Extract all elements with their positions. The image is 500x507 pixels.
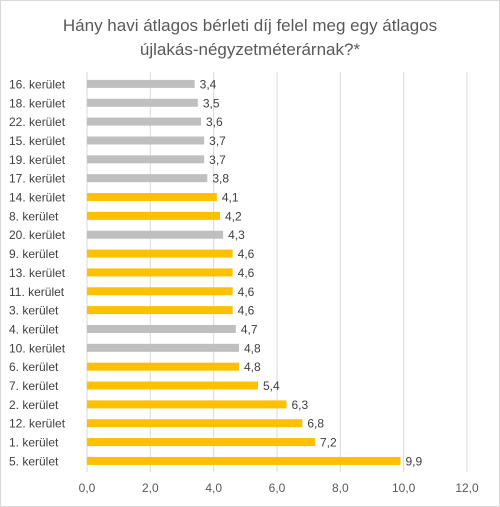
value-label: 3,5	[203, 96, 220, 110]
x-tick-labels: 0,0 2,0 4,0 6,0 8,0 10,0 12,0	[79, 481, 479, 495]
x-tick-label: 6,0	[269, 481, 286, 495]
chart-title-line-2: újlakás-négyzetméterárnak?*	[139, 40, 361, 59]
value-label: 4,2	[225, 209, 242, 223]
category-label: 8. kerület	[9, 209, 59, 223]
x-tick-label: 0,0	[79, 481, 96, 495]
value-label: 5,4	[263, 379, 280, 393]
value-label: 4,8	[244, 341, 261, 355]
chart-title: Hány havi átlagos bérleti díj felel meg …	[0, 14, 500, 62]
x-tick-label: 4,0	[205, 481, 222, 495]
bar	[87, 174, 208, 183]
category-label: 9. kerület	[9, 247, 59, 261]
value-label: 4,1	[222, 191, 239, 205]
bar	[87, 381, 258, 390]
category-label: 15. kerület	[9, 134, 66, 148]
x-tick-label: 8,0	[332, 481, 349, 495]
bar	[87, 268, 233, 277]
category-label: 19. kerület	[9, 153, 66, 167]
value-label: 9,9	[406, 454, 423, 468]
value-label: 3,7	[209, 134, 226, 148]
category-label: 6. kerület	[9, 360, 59, 374]
category-label: 3. kerület	[9, 304, 59, 318]
bar	[87, 98, 198, 107]
bar	[87, 230, 224, 239]
bar	[87, 324, 236, 333]
bar	[87, 249, 233, 258]
value-label: 3,8	[212, 172, 229, 186]
value-label: 6,3	[292, 398, 309, 412]
category-label: 1. kerület	[9, 436, 59, 450]
value-label: 3,6	[206, 115, 223, 129]
x-tick-label: 2,0	[142, 481, 159, 495]
chart-title-line-1: Hány havi átlagos bérleti díj felel meg …	[62, 16, 438, 35]
value-label: 4,6	[238, 285, 255, 299]
x-tick-label: 12,0	[455, 481, 479, 495]
category-label: 4. kerület	[9, 322, 59, 336]
value-label: 4,3	[228, 228, 245, 242]
category-label: 20. kerület	[9, 228, 66, 242]
value-label: 4,6	[238, 266, 255, 280]
value-label: 3,7	[209, 153, 226, 167]
bar	[87, 211, 220, 220]
category-label: 13. kerület	[9, 266, 66, 280]
value-label: 3,4	[200, 77, 217, 91]
bar	[87, 362, 239, 371]
value-label: 4,6	[238, 304, 255, 318]
bar	[87, 400, 287, 409]
bar	[87, 306, 233, 315]
bar	[87, 79, 195, 88]
category-label: 10. kerület	[9, 341, 66, 355]
category-label: 22. kerület	[9, 115, 66, 129]
bar	[87, 155, 205, 164]
category-label: 14. kerület	[9, 191, 66, 205]
category-label: 11. kerület	[9, 285, 65, 299]
bars	[87, 79, 401, 465]
bar	[87, 193, 217, 202]
category-label: 18. kerület	[9, 96, 66, 110]
value-label: 6,8	[307, 417, 324, 431]
value-label: 4,7	[241, 322, 258, 336]
bar	[87, 456, 401, 465]
value-labels: 3,4 3,5 3,6 3,7 3,7 3,8 4,1 4,2 4,3 4,6 4,6 4,6 4,6 4…	[200, 77, 423, 468]
bar	[87, 117, 201, 126]
bar	[87, 136, 205, 145]
value-label: 4,6	[238, 247, 255, 261]
category-label: 16. kerület	[9, 77, 66, 91]
value-label: 4,8	[244, 360, 261, 374]
bar	[87, 419, 303, 428]
bar	[87, 343, 239, 352]
x-tick-label: 10,0	[392, 481, 416, 495]
bar	[87, 287, 233, 296]
bar	[87, 438, 315, 447]
category-label: 5. kerület	[9, 454, 59, 468]
category-label: 12. kerület	[9, 417, 66, 431]
category-label: 17. kerület	[9, 172, 66, 186]
value-label: 7,2	[320, 436, 337, 450]
category-label: 7. kerület	[9, 379, 59, 393]
category-labels: 16. kerület 18. kerület 22. kerület 15. ker…	[9, 77, 66, 468]
category-label: 2. kerület	[9, 398, 59, 412]
